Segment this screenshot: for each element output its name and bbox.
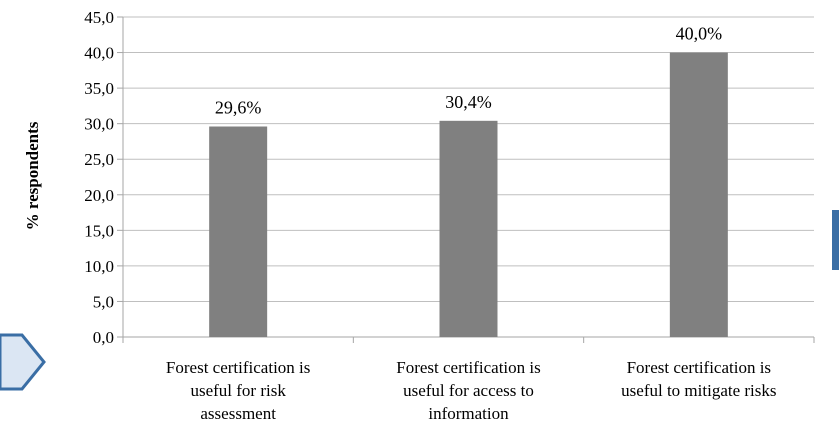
y-tick-label: 5,0 bbox=[93, 292, 114, 311]
x-category-label: Forest certification is bbox=[627, 358, 771, 377]
x-category-label: useful for access to bbox=[403, 381, 534, 400]
data-label: 29,6% bbox=[215, 98, 262, 118]
y-tick-label: 20,0 bbox=[84, 186, 114, 205]
y-tick-label: 30,0 bbox=[84, 115, 114, 134]
data-labels: 29,6% 30,4% 40,0% bbox=[215, 24, 722, 118]
x-category-label: assessment bbox=[200, 404, 276, 423]
data-label: 30,4% bbox=[445, 92, 492, 112]
chevron-right-icon bbox=[0, 333, 46, 391]
x-axis-categories: Forest certification is useful for risk as… bbox=[166, 358, 777, 423]
x-category-label: useful to mitigate risks bbox=[621, 381, 776, 400]
y-tick-label: 0,0 bbox=[93, 328, 114, 347]
y-tick-label: 45,0 bbox=[84, 8, 114, 27]
y-tick-label: 40,0 bbox=[84, 44, 114, 63]
bar bbox=[439, 120, 498, 337]
bars bbox=[209, 52, 728, 338]
bar bbox=[669, 52, 728, 338]
bar bbox=[209, 126, 268, 337]
y-tick-label: 10,0 bbox=[84, 257, 114, 276]
y-tick-label: 25,0 bbox=[84, 150, 114, 169]
data-label: 40,0% bbox=[676, 24, 723, 44]
y-axis-ticks: 0,0 5,0 10,0 15,0 20,0 25,0 30,0 35,0 40,0 45,0 bbox=[84, 8, 123, 347]
x-category-label: Forest certification is bbox=[396, 358, 540, 377]
y-tick-label: 15,0 bbox=[84, 221, 114, 240]
x-category-label: Forest certification is bbox=[166, 358, 310, 377]
x-category-label: information bbox=[428, 404, 509, 423]
edge-accent-bar bbox=[832, 210, 839, 270]
x-category-label: useful for risk bbox=[190, 381, 286, 400]
y-axis-title: % respondents bbox=[23, 121, 42, 230]
y-tick-label: 35,0 bbox=[84, 79, 114, 98]
